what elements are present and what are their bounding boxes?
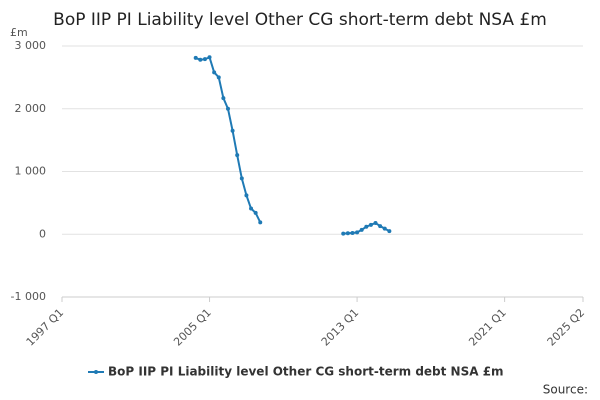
point [341, 231, 346, 236]
point [382, 226, 387, 231]
point [244, 193, 249, 198]
point [249, 206, 254, 211]
y-unit: £m [10, 26, 28, 39]
point [373, 220, 378, 225]
point [378, 224, 383, 229]
y-tick-label: 3 000 [15, 39, 47, 52]
point [193, 55, 198, 60]
y-tick-label: 0 [39, 227, 46, 240]
x-tick-label: 2013 Q1 [319, 306, 362, 349]
point [368, 222, 373, 227]
point [207, 55, 212, 60]
point [230, 128, 235, 133]
point [350, 230, 355, 235]
point [198, 57, 203, 62]
x-tick-label: 2005 Q1 [171, 306, 214, 349]
y-tick-label: 2 000 [15, 102, 47, 115]
point [202, 57, 207, 62]
y-tick-label: -1 000 [11, 290, 46, 303]
point [359, 227, 364, 232]
x-tick-label: 2025 Q2 [545, 306, 588, 349]
point [225, 106, 230, 111]
legend-swatch [94, 370, 98, 374]
point [364, 224, 369, 229]
source: Source: [543, 383, 588, 397]
point [387, 229, 392, 234]
point [355, 230, 360, 235]
point [221, 96, 226, 101]
x-tick-label: 1997 Q1 [24, 306, 67, 349]
x-tick-label: 2021 Q1 [466, 306, 509, 349]
point [216, 75, 221, 80]
line [195, 55, 390, 235]
chart-title: BoP IIP PI Liability level Other CG shor… [53, 10, 547, 30]
point [345, 231, 350, 236]
point [253, 210, 258, 215]
y-tick-label: 1 000 [15, 165, 47, 178]
point [239, 176, 244, 181]
point [258, 220, 263, 225]
point [212, 70, 217, 75]
legend-label: BoP IIP PI Liability level Other CG shor… [108, 365, 504, 379]
point [235, 153, 240, 158]
